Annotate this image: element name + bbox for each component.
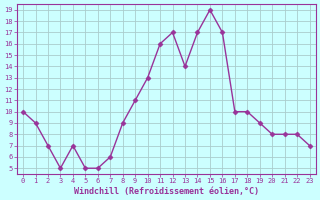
X-axis label: Windchill (Refroidissement éolien,°C): Windchill (Refroidissement éolien,°C) — [74, 187, 259, 196]
